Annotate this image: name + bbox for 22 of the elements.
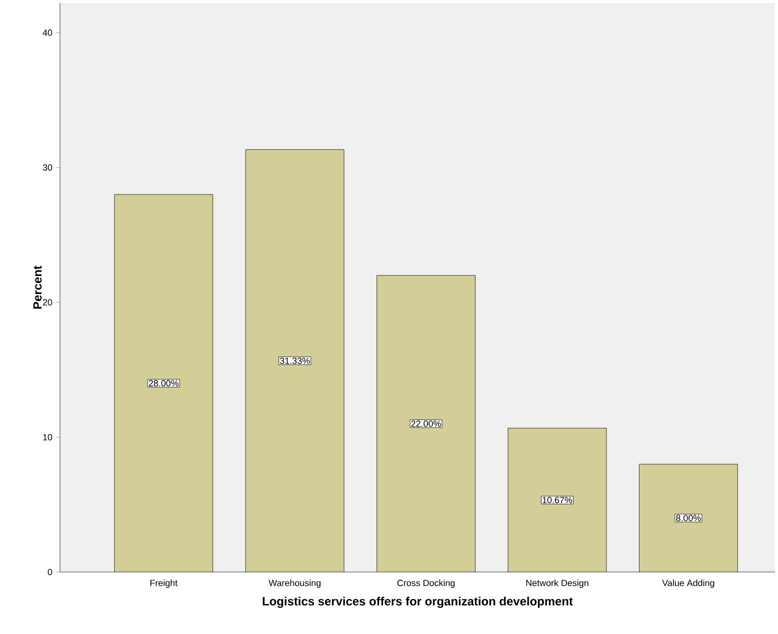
x-tick-label: Warehousing xyxy=(268,580,320,588)
data-label: 10.67% xyxy=(542,496,572,504)
y-tick-label: 40 xyxy=(42,29,52,36)
bar xyxy=(639,464,738,572)
x-tick-label: Value Adding xyxy=(662,580,714,588)
y-tick-label: 10 xyxy=(43,434,52,440)
data-label: 22.00% xyxy=(411,420,441,427)
y-axis-title: Percent xyxy=(33,266,42,309)
data-label: 31.33% xyxy=(280,358,310,364)
data-label: 28.00% xyxy=(148,380,179,386)
y-tick-label: 20 xyxy=(42,299,52,306)
y-tick-label: 0 xyxy=(48,568,52,576)
x-axis-title: Logistics services offers for organization development xyxy=(262,596,573,608)
bar xyxy=(246,150,344,572)
bar xyxy=(508,428,606,572)
data-label: 8.00% xyxy=(676,514,701,522)
x-tick-label: Network Design xyxy=(526,580,588,588)
x-tick-label: Freight xyxy=(150,580,178,588)
x-tick-label: Cross Docking xyxy=(397,580,455,588)
bar xyxy=(114,194,213,572)
bar xyxy=(376,275,476,572)
y-tick-label: 30 xyxy=(42,164,52,171)
